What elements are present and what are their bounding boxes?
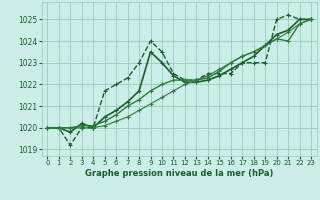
X-axis label: Graphe pression niveau de la mer (hPa): Graphe pression niveau de la mer (hPa) [85,169,273,178]
